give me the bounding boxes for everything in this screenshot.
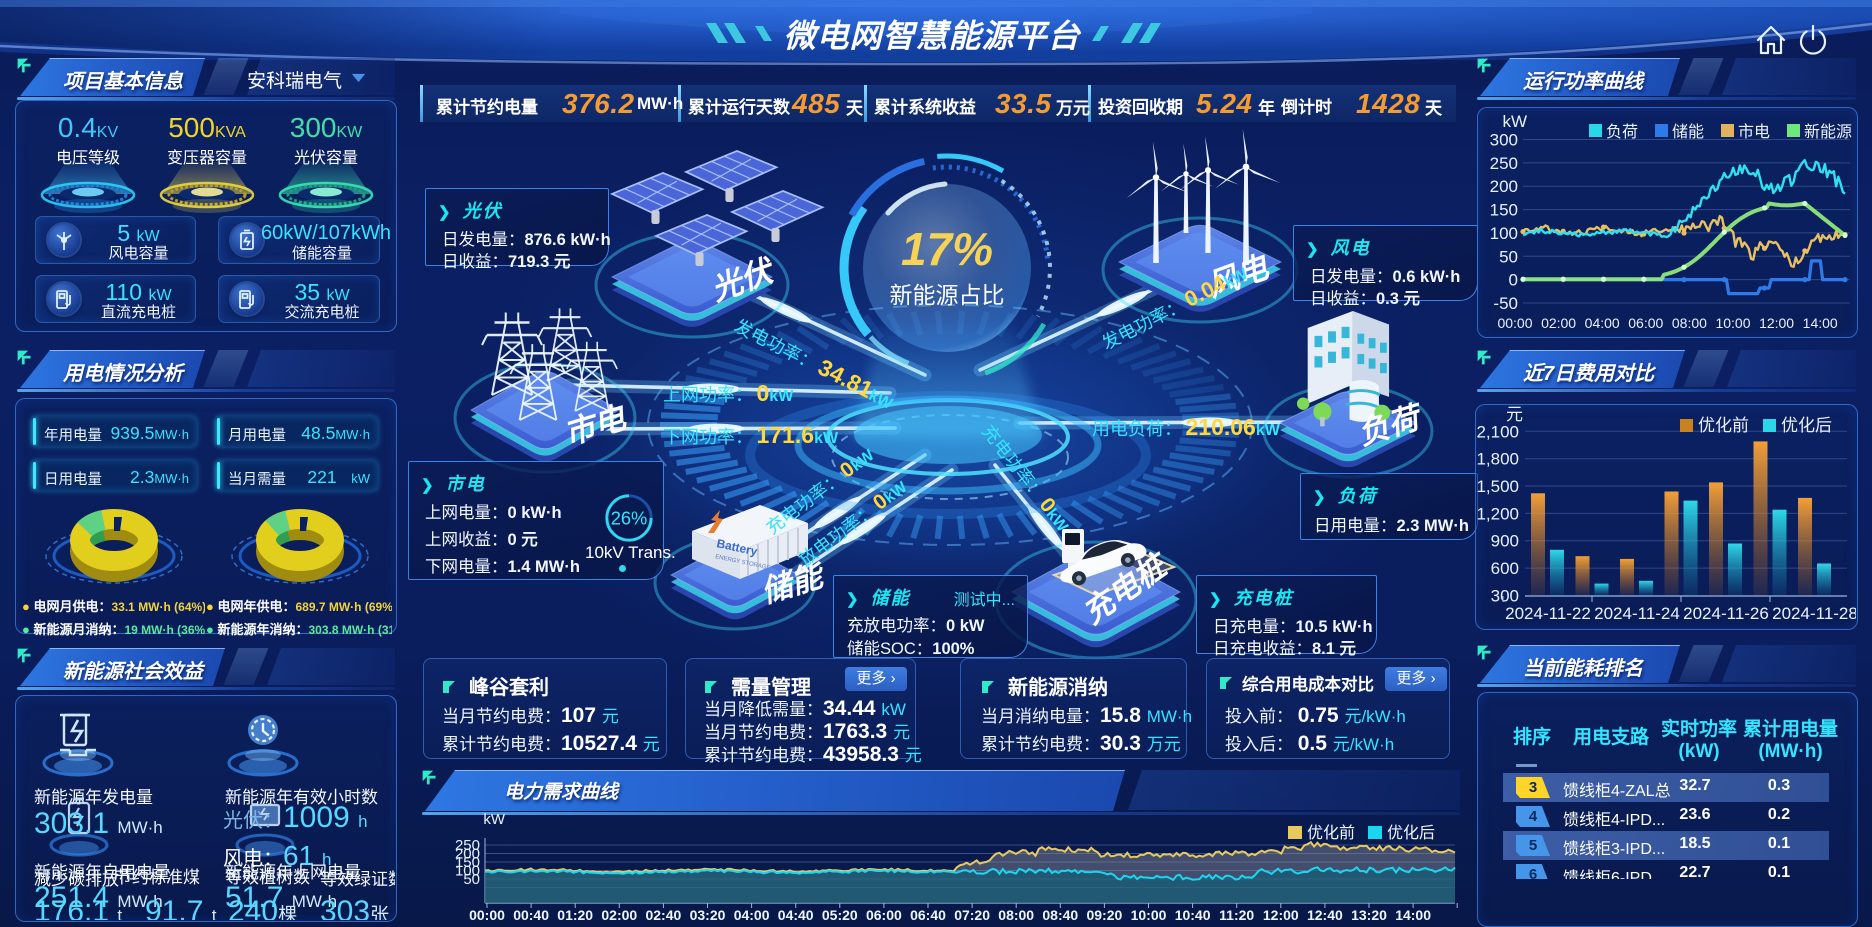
svg-text:00:40: 00:40	[513, 907, 549, 923]
svg-text:上网功率：: 上网功率：	[663, 385, 753, 405]
svg-text:10:00: 10:00	[1715, 315, 1750, 331]
svg-text:新能源占比: 新能源占比	[890, 282, 1005, 308]
svg-text:250: 250	[1490, 154, 1518, 173]
svg-text:1,500: 1,500	[1476, 477, 1519, 496]
svg-text:2,100: 2,100	[1476, 422, 1519, 441]
svg-text:200: 200	[1490, 177, 1518, 196]
svg-text:10:00: 10:00	[1131, 907, 1167, 923]
svg-text:13:20: 13:20	[1351, 907, 1387, 923]
svg-text:1,800: 1,800	[1476, 450, 1519, 469]
svg-text:50: 50	[1499, 247, 1518, 266]
svg-text:2024-11-22: 2024-11-22	[1505, 604, 1591, 623]
svg-text:11:20: 11:20	[1219, 907, 1254, 923]
svg-text:200: 200	[455, 846, 480, 863]
svg-text:kW: kW	[1502, 112, 1527, 131]
svg-text:优化前: 优化前	[1698, 416, 1749, 435]
svg-text:600: 600	[1491, 559, 1519, 578]
svg-text:50: 50	[463, 871, 480, 888]
svg-text:300: 300	[1490, 131, 1518, 150]
svg-text:07:20: 07:20	[954, 907, 990, 923]
svg-text:08:00: 08:00	[1672, 315, 1707, 331]
svg-text:171.6kW: 171.6kW	[757, 422, 839, 448]
svg-text:08:00: 08:00	[998, 907, 1034, 923]
svg-text:12:00: 12:00	[1759, 315, 1794, 331]
svg-text:优化后: 优化后	[1781, 416, 1832, 435]
svg-text:300: 300	[1491, 586, 1519, 605]
svg-text:06:00: 06:00	[1628, 315, 1663, 331]
svg-text:150: 150	[455, 854, 480, 871]
svg-text:2024-11-26: 2024-11-26	[1683, 604, 1769, 623]
svg-text:用电负荷：: 用电负荷：	[1092, 419, 1182, 439]
svg-text:150: 150	[1490, 201, 1518, 220]
svg-text:02:00: 02:00	[1541, 315, 1576, 331]
svg-text:02:00: 02:00	[601, 907, 637, 923]
svg-text:03:20: 03:20	[690, 907, 726, 923]
svg-text:12:40: 12:40	[1307, 907, 1343, 923]
svg-text:市电: 市电	[1738, 123, 1770, 141]
svg-text:01:20: 01:20	[557, 907, 593, 923]
svg-text:250: 250	[455, 837, 480, 854]
svg-text:2024-11-28: 2024-11-28	[1772, 604, 1856, 623]
svg-text:优化后: 优化后	[1387, 824, 1435, 842]
svg-text:100: 100	[1490, 224, 1518, 243]
svg-text:900: 900	[1491, 532, 1519, 551]
svg-text:06:40: 06:40	[910, 907, 946, 923]
svg-text:04:00: 04:00	[1585, 315, 1620, 331]
svg-text:下网功率：: 下网功率：	[663, 427, 753, 447]
svg-text:0: 0	[1509, 271, 1518, 290]
svg-text:-50: -50	[1493, 294, 1518, 313]
svg-text:12:00: 12:00	[1263, 907, 1299, 923]
svg-text:新能源: 新能源	[1804, 123, 1852, 141]
svg-text:05:20: 05:20	[822, 907, 858, 923]
svg-text:微电网智慧能源平台: 微电网智慧能源平台	[783, 18, 1081, 54]
svg-text:14:00: 14:00	[1395, 907, 1431, 923]
svg-text:优化前: 优化前	[1307, 824, 1355, 842]
svg-text:04:00: 04:00	[734, 907, 770, 923]
svg-text:负荷: 负荷	[1606, 123, 1638, 141]
svg-text:元: 元	[1506, 405, 1523, 424]
svg-text:kW: kW	[483, 811, 506, 828]
svg-text:02:40: 02:40	[645, 907, 681, 923]
svg-text:10:40: 10:40	[1175, 907, 1211, 923]
svg-text:26%: 26%	[611, 508, 648, 529]
svg-text:04:40: 04:40	[778, 907, 814, 923]
svg-text:储能: 储能	[1672, 123, 1704, 141]
svg-text:14:00: 14:00	[1803, 315, 1838, 331]
svg-text:2024-11-24: 2024-11-24	[1594, 604, 1680, 623]
svg-text:17%: 17%	[901, 223, 993, 275]
svg-text:06:00: 06:00	[866, 907, 902, 923]
svg-text:100: 100	[455, 863, 480, 880]
svg-text:1,200: 1,200	[1476, 504, 1519, 523]
svg-text:09:20: 09:20	[1086, 907, 1122, 923]
svg-text:00:00: 00:00	[1497, 315, 1532, 331]
svg-text:08:40: 08:40	[1042, 907, 1078, 923]
svg-text:00:00: 00:00	[469, 907, 505, 923]
